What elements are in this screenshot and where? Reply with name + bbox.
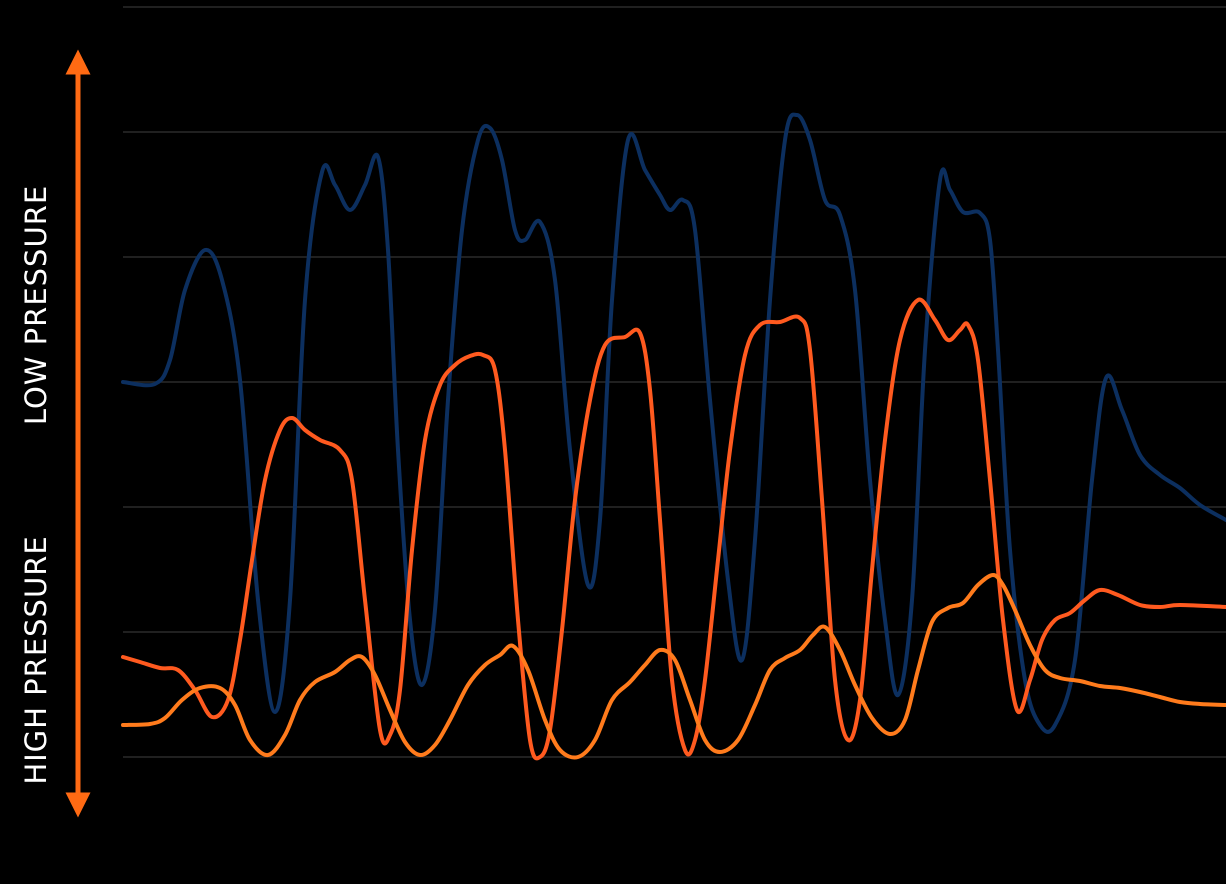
lines xyxy=(121,112,1226,761)
series-line xyxy=(121,297,1226,761)
low-pressure-label: LOW PRESSURE xyxy=(19,185,53,425)
series-line xyxy=(121,112,1226,734)
series-line xyxy=(121,573,1226,760)
high-pressure-label: HIGH PRESSURE xyxy=(19,535,53,784)
